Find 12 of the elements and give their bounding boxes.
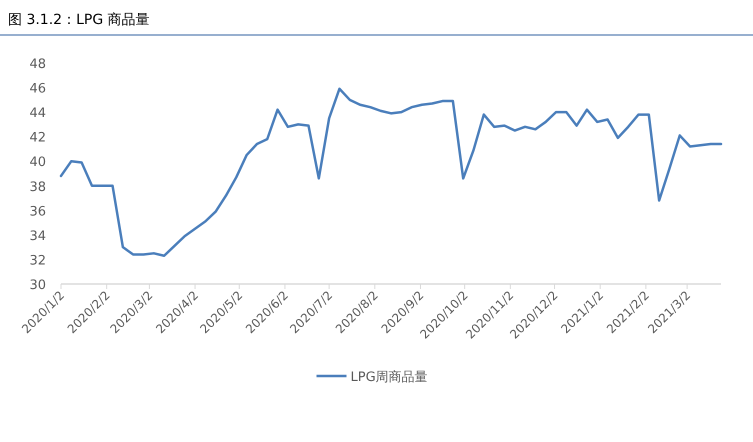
chart-title: 图 3.1.2：LPG 商品量: [8, 12, 150, 28]
y-tick-label: 48: [29, 57, 46, 72]
y-tick-label: 38: [29, 180, 46, 195]
y-tick-label: 40: [29, 155, 46, 170]
y-tick-label: 42: [29, 130, 46, 146]
y-tick-label: 36: [29, 204, 46, 220]
y-tick-label: 34: [29, 228, 46, 244]
y-tick-label: 44: [29, 106, 46, 122]
legend-label: LPG周商品量: [350, 370, 428, 385]
y-tick-label: 32: [29, 253, 46, 268]
y-tick-label: 46: [29, 82, 46, 97]
y-tick-label: 30: [29, 278, 46, 293]
